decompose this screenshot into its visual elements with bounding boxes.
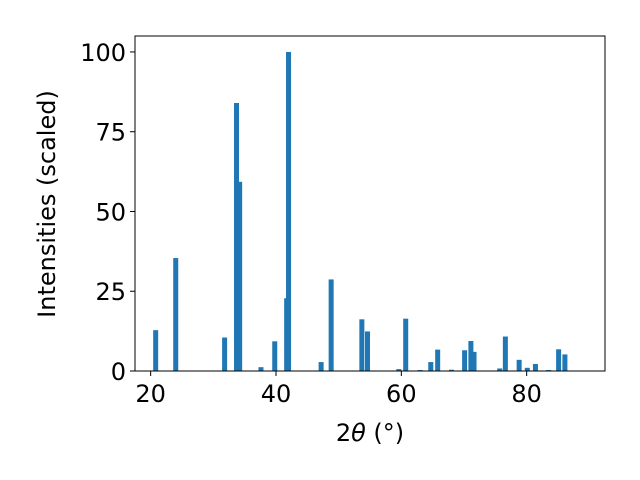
bar [258, 367, 264, 371]
bar [234, 103, 240, 371]
bar [562, 354, 568, 371]
bar [318, 362, 324, 371]
bar [153, 330, 159, 371]
bar [435, 349, 441, 371]
bar [237, 181, 243, 371]
bar [428, 362, 434, 371]
bar [524, 367, 530, 371]
x-tick-label: 40 [261, 380, 292, 408]
bar [462, 350, 468, 371]
y-tick-label: 100 [80, 39, 126, 67]
x-ticks-layer: 20 40 60 80 [135, 371, 542, 408]
bar [556, 349, 562, 371]
y-tick-label: 0 [111, 358, 126, 386]
y-ticks-layer: 0 25 50 75 100 [80, 39, 135, 386]
bar [448, 369, 454, 371]
bar [532, 363, 538, 371]
bar [328, 279, 334, 371]
bar [502, 336, 508, 371]
x-axis-label-unit: (°) [366, 419, 404, 447]
y-tick-label: 25 [95, 278, 126, 306]
x-tick-label: 20 [135, 380, 166, 408]
bars-layer [153, 51, 568, 371]
bar [272, 341, 278, 371]
bar [364, 331, 370, 371]
y-tick-label: 50 [95, 198, 126, 226]
bar [286, 51, 292, 371]
bar [222, 337, 228, 371]
bar [173, 258, 179, 371]
plot-frame [134, 35, 606, 372]
x-axis-label-prefix: 2 [336, 419, 351, 447]
bar [516, 359, 522, 371]
bar [468, 341, 474, 371]
x-axis-label: 2θ (°) [336, 419, 404, 447]
x-axis-label-symbol: θ [351, 419, 366, 447]
x-tick-label: 80 [511, 380, 542, 408]
y-tick-label: 75 [95, 119, 126, 147]
x-tick-label: 60 [386, 380, 417, 408]
bar [359, 319, 365, 371]
bar [497, 368, 503, 371]
bar [396, 369, 402, 371]
y-axis-label: Intensities (scaled) [33, 90, 61, 318]
bar [471, 351, 477, 371]
bar [403, 318, 409, 371]
